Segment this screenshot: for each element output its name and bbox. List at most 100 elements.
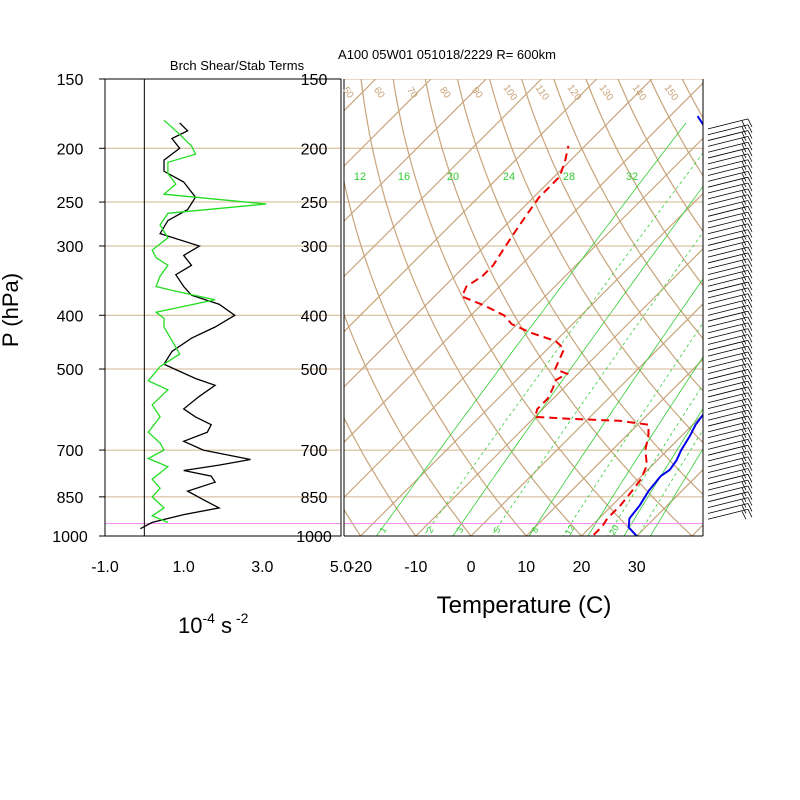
- wind-barb-feather: [741, 208, 747, 217]
- mixing-ratio-bottom-label: 5: [491, 525, 502, 534]
- wind-barb: [707, 357, 753, 369]
- wind-barb: [707, 130, 753, 141]
- wind-barb-staff: [707, 124, 749, 136]
- wind-barb-feather: [747, 182, 753, 192]
- wind-barb-feather: [741, 132, 747, 141]
- wind-barb-feather: [741, 371, 747, 380]
- left-pressure-tick-label: 300: [57, 239, 84, 256]
- wind-barb: [707, 188, 753, 200]
- wind-barb-feather: [747, 118, 753, 128]
- wind-barb: [707, 147, 753, 159]
- wind-barb: [707, 450, 753, 462]
- pressure-axis-title: P (hPa): [0, 273, 23, 347]
- wind-barb: [707, 299, 753, 310]
- wind-barb-staff: [707, 392, 749, 404]
- isotherm-line: [344, 137, 703, 499]
- wind-barb: [707, 462, 753, 474]
- wind-barb-feather: [747, 410, 753, 419]
- wind-barb-feather: [741, 441, 747, 450]
- wind-barb: [707, 223, 753, 235]
- right-pressure-tick-label: 150: [301, 72, 328, 89]
- wind-barb-feather: [741, 511, 747, 520]
- isotherm-line: [344, 79, 598, 333]
- wind-barb-feather: [747, 293, 753, 302]
- mixing-ratio-label: 12: [354, 171, 366, 183]
- wind-barb-feather: [741, 237, 747, 246]
- wind-barb-feather: [747, 299, 753, 308]
- wind-barb-staff: [707, 304, 749, 316]
- wind-barb-feather: [747, 200, 753, 209]
- isotherm-line: [581, 413, 703, 536]
- wind-barb-staff: [707, 264, 749, 275]
- wind-barb-feather: [747, 433, 753, 442]
- wind-barb-feather: [741, 417, 747, 427]
- temperature-tick-label: 20: [573, 559, 591, 576]
- wind-barb-staff: [707, 398, 749, 409]
- wind-barb-feather: [741, 190, 747, 200]
- wind-barb-feather: [741, 167, 747, 176]
- wind-barb-staff: [707, 200, 749, 211]
- mixing-ratio-line: [623, 407, 703, 536]
- adiabat-label: 100: [500, 83, 519, 103]
- wind-barb-feather: [741, 388, 747, 398]
- wind-barb-feather: [747, 491, 753, 500]
- mixing-ratio-bottom-label: 2: [424, 525, 435, 534]
- wind-barb-staff: [707, 316, 749, 328]
- wind-barb-feather: [741, 225, 747, 234]
- adiabat-label: 80: [437, 85, 453, 101]
- shear-units-base: 10: [178, 613, 202, 638]
- wind-barb-feather: [741, 400, 747, 409]
- wind-barb-staff: [707, 252, 749, 264]
- wind-barb: [707, 275, 753, 287]
- wind-barb-feather: [747, 305, 753, 314]
- wind-barb-feather: [747, 165, 753, 174]
- wind-barb-feather: [741, 126, 747, 135]
- wind-barb: [707, 205, 753, 217]
- wind-barb-feather: [747, 270, 753, 279]
- wind-barb-feather: [741, 429, 747, 438]
- wind-barb: [707, 235, 753, 246]
- wind-barb-feather: [747, 311, 753, 320]
- wind-barb-feather: [741, 493, 747, 502]
- wind-barb-feather: [747, 421, 753, 431]
- dry-adiabat-line: [344, 312, 472, 536]
- temperature-tick-label: 30: [628, 559, 646, 576]
- wind-barb-staff: [707, 211, 749, 223]
- wind-barb-staff: [707, 468, 749, 479]
- right-pressure-tick-label: 200: [301, 141, 328, 158]
- wind-barb-staff: [707, 235, 749, 246]
- wind-barb: [707, 508, 753, 520]
- shear-units-exp: -4: [202, 610, 215, 626]
- wind-barb-feather: [741, 272, 747, 281]
- wind-barb-staff: [707, 147, 749, 159]
- wind-barb-feather: [741, 313, 747, 322]
- wind-barb-feather: [747, 404, 753, 413]
- adiabat-label: 60: [371, 85, 387, 101]
- wind-barb-staff: [707, 170, 749, 182]
- wind-barb-staff: [707, 118, 749, 130]
- right-highlight-band: [344, 523, 703, 524]
- wind-barb: [707, 398, 753, 409]
- wind-barb-feather: [747, 206, 753, 215]
- wind-barb-feather: [741, 394, 747, 403]
- isotherm-line: [470, 303, 703, 536]
- wind-barb-feather: [747, 171, 753, 180]
- wind-barb-feather: [741, 412, 747, 421]
- wind-barb-staff: [707, 229, 749, 241]
- wind-barb: [707, 438, 753, 450]
- wind-barb-staff: [707, 386, 749, 398]
- isotherm-line: [360, 192, 703, 536]
- wind-barb-feather: [747, 194, 753, 203]
- adiabat-label: 50: [340, 85, 356, 101]
- wind-barb: [707, 165, 753, 176]
- wind-barb: [707, 339, 753, 351]
- wind-barb-feather: [741, 219, 747, 229]
- wind-barb: [707, 153, 753, 165]
- isotherm-line: [344, 82, 703, 443]
- wind-barb-staff: [707, 240, 749, 252]
- left-x-tick-label: 5.0: [330, 559, 352, 576]
- wind-barb-feather: [747, 177, 753, 186]
- wind-barb: [707, 141, 753, 153]
- wind-barb-staff: [707, 299, 749, 310]
